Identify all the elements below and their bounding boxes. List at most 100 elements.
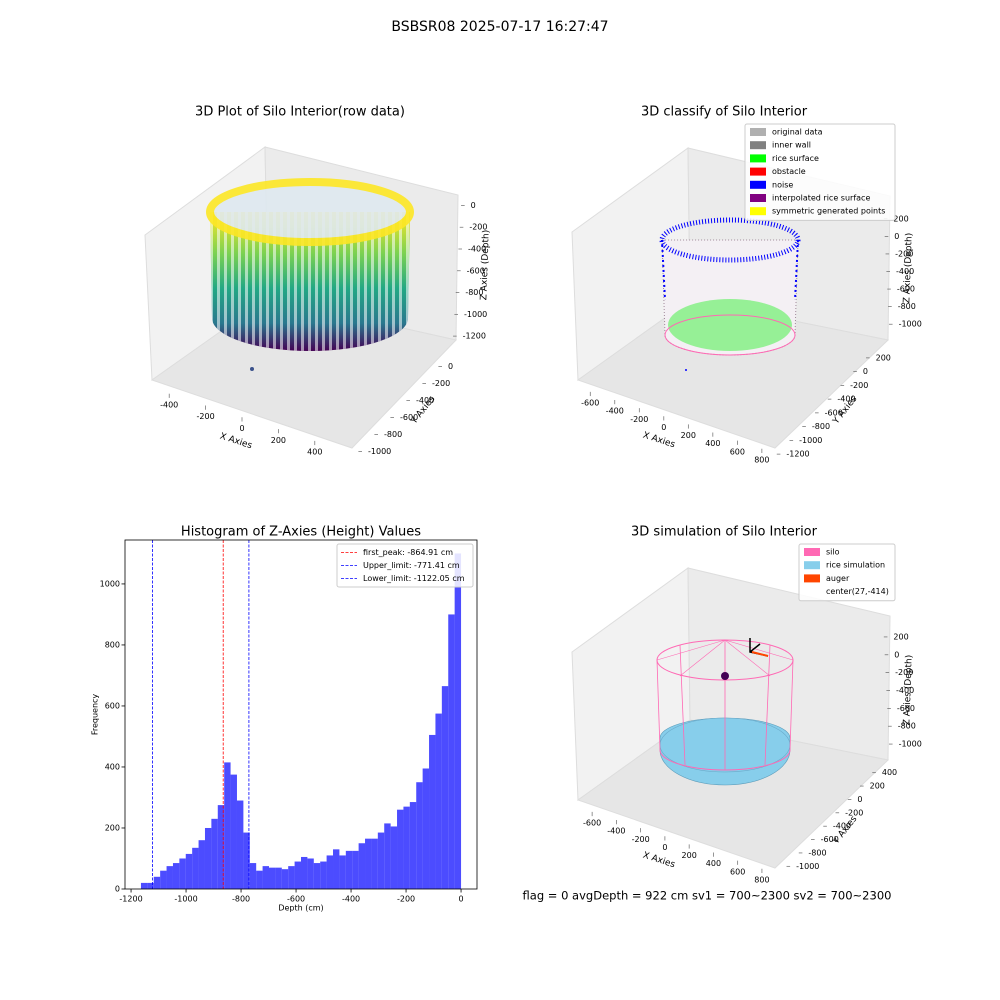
histogram-bar bbox=[243, 832, 250, 889]
x-tick-label: -200 bbox=[632, 835, 650, 844]
y-tick-label: -1000 bbox=[799, 436, 822, 445]
histogram-bar bbox=[281, 869, 289, 889]
x-tick-label: -600 bbox=[287, 895, 305, 904]
x-tick-label: -600 bbox=[583, 819, 601, 828]
x-tick-label: -200 bbox=[630, 415, 648, 424]
histogram-bar bbox=[166, 866, 173, 889]
x-tick-label: -400 bbox=[607, 827, 625, 836]
histogram-bar bbox=[294, 861, 301, 889]
axis-label: Z Axies (Depth) bbox=[902, 655, 914, 726]
histogram-bar bbox=[262, 866, 269, 889]
histogram-bar bbox=[384, 823, 391, 889]
legend-label: obstacle bbox=[772, 167, 806, 176]
silo-model bbox=[656, 638, 794, 786]
z-tick-label: -600 bbox=[897, 285, 915, 294]
histogram-bar bbox=[448, 614, 455, 889]
axis-label: Z Axies (Depth) bbox=[902, 233, 914, 304]
histogram-bar bbox=[320, 861, 327, 889]
legend-label: noise bbox=[772, 180, 793, 189]
legend-swatch bbox=[804, 548, 820, 556]
y-axis-label: Frequency bbox=[91, 694, 100, 736]
legend-box bbox=[744, 123, 896, 221]
histogram-bar bbox=[185, 853, 193, 889]
y-tick-label: -400 bbox=[833, 822, 851, 831]
plot-frame bbox=[124, 539, 478, 890]
x-tick-label: -1200 bbox=[119, 895, 142, 904]
figure-title: BSBSR08 2025-07-17 16:27:47 bbox=[391, 19, 608, 35]
y-tick-label: 0 bbox=[857, 795, 862, 804]
legend-swatch bbox=[750, 167, 766, 176]
x-tick-label: 800 bbox=[754, 875, 769, 884]
x-tick-label: 400 bbox=[706, 859, 721, 868]
histogram-bar bbox=[390, 826, 398, 889]
y-tick-label: 1000 bbox=[100, 579, 120, 588]
x-axis-label: Depth (cm) bbox=[278, 904, 323, 913]
chart-title: Histogram of Z-Axies (Height) Values bbox=[181, 525, 421, 540]
histogram-bar bbox=[377, 832, 385, 889]
legend-label: rice simulation bbox=[826, 561, 885, 570]
x-tick-label: 0 bbox=[662, 843, 667, 852]
legend-swatch bbox=[804, 561, 820, 570]
y-tick-label: -400 bbox=[416, 396, 434, 405]
histogram-bar bbox=[230, 774, 237, 889]
z-tick-label: -1000 bbox=[464, 310, 487, 319]
x-tick-label: 800 bbox=[754, 455, 769, 464]
legend-label: auger bbox=[826, 574, 850, 583]
y-tick-label: 800 bbox=[105, 640, 120, 649]
y-tick-label: 0 bbox=[115, 885, 120, 894]
legend-label: original data bbox=[772, 128, 823, 137]
histogram-bar bbox=[409, 802, 417, 889]
y-tick-label: -800 bbox=[812, 422, 830, 431]
legend-swatch bbox=[750, 128, 766, 136]
histogram-bar bbox=[307, 858, 314, 889]
x-tick-label: 200 bbox=[681, 431, 696, 440]
chart-title: 3D Plot of Silo Interior(row data) bbox=[195, 105, 405, 120]
histogram-bar bbox=[339, 855, 346, 889]
legend-label: rice surface bbox=[772, 154, 819, 163]
y-tick-label: -800 bbox=[384, 430, 402, 439]
histogram-bar bbox=[422, 768, 430, 889]
histogram-bar bbox=[358, 843, 366, 889]
histogram-bar bbox=[313, 863, 321, 889]
histogram-bar bbox=[179, 858, 186, 889]
histogram-bar bbox=[429, 734, 436, 889]
z-tick-label: -600 bbox=[897, 704, 915, 713]
y-tick-label: -1200 bbox=[786, 450, 809, 459]
y-tick-label: 400 bbox=[105, 762, 120, 771]
y-tick-label: -1000 bbox=[368, 447, 391, 456]
point-cloud bbox=[659, 217, 801, 371]
x-tick-label: -600 bbox=[581, 399, 599, 408]
legend-swatch bbox=[750, 207, 766, 216]
z-tick-label: -800 bbox=[898, 722, 916, 731]
histogram-bar bbox=[352, 850, 359, 889]
x-tick-label: -1000 bbox=[174, 895, 197, 904]
legend-label: Upper_limit: -771.41 cm bbox=[363, 561, 460, 570]
legend-box bbox=[798, 543, 896, 602]
histogram-bar bbox=[345, 850, 353, 889]
y-tick-label: -200 bbox=[850, 381, 868, 390]
axis-label: Z Axies (Depth) bbox=[479, 230, 491, 301]
histogram-bar bbox=[371, 838, 378, 889]
z-tick-label: 0 bbox=[471, 201, 476, 210]
z-tick-label: -600 bbox=[467, 266, 485, 275]
y-tick-label: -800 bbox=[808, 848, 826, 857]
legend-swatch bbox=[750, 154, 766, 163]
histogram-bar bbox=[365, 838, 372, 889]
z-tick-label: 200 bbox=[893, 632, 908, 641]
z-tick-label: -800 bbox=[465, 288, 483, 297]
z-tick-label: -1000 bbox=[899, 740, 922, 749]
x-tick-label: -800 bbox=[232, 895, 250, 904]
z-tick-label: -400 bbox=[896, 267, 914, 276]
y-tick-label: 200 bbox=[870, 782, 885, 791]
z-tick-label: 200 bbox=[893, 214, 908, 223]
histogram-bar bbox=[416, 782, 423, 889]
x-tick-label: 600 bbox=[730, 447, 745, 456]
histogram-bar bbox=[198, 840, 205, 889]
histogram-bar bbox=[211, 818, 218, 889]
histogram-bar bbox=[333, 849, 340, 889]
y-tick-label: 600 bbox=[105, 701, 120, 710]
histogram-bar bbox=[397, 809, 404, 889]
y-tick-label: 200 bbox=[105, 823, 120, 832]
y-tick-label: 0 bbox=[448, 362, 453, 371]
histogram-bar bbox=[160, 870, 167, 889]
